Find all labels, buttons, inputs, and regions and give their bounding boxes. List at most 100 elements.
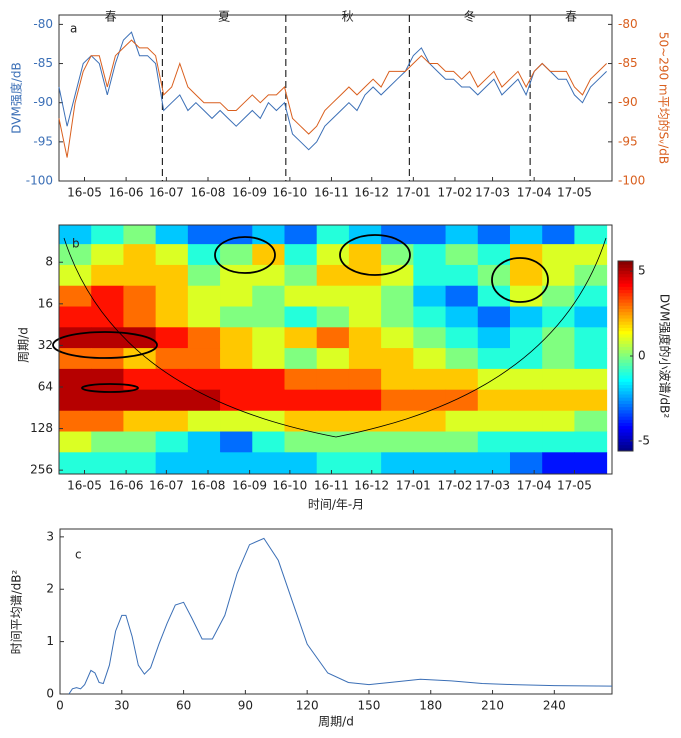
heat-cell [348,452,382,475]
panel-label: c [75,548,82,562]
y2-axis-label: 50~290 m平均的Sᵥ/dB [657,32,672,164]
heat-cell [574,452,608,475]
x-tick-label: 16-10 [272,479,307,493]
heat-cell [59,410,92,433]
y-tick-label: -100 [26,174,53,188]
heat-cell [155,410,189,433]
heat-cell [445,410,479,433]
colorbar-step [618,352,633,357]
heat-cell [59,348,92,370]
heat-cell [413,452,447,475]
heat-cell [187,368,221,391]
x-tick-label: 16-08 [191,186,226,200]
x-tick-label: 16-06 [109,186,144,200]
heat-cell [155,327,189,349]
data-line [68,537,613,695]
colorbar-step [618,333,633,338]
x-tick-label: 16-11 [314,479,349,493]
colorbar-tick-label: 0 [638,349,646,363]
heat-cell [284,431,318,453]
heat-cell [348,410,382,433]
colorbar-step [618,435,633,439]
heat-cell [123,327,157,349]
heat-cell [187,225,221,245]
colorbar-step [618,403,633,408]
heat-cell [252,244,285,266]
y-tick-label: 8 [45,255,53,269]
heat-cell [477,348,511,370]
heat-cell [252,368,285,391]
colorbar-step [618,324,633,328]
heat-cell [348,348,382,370]
x-tick-label: 16-07 [149,186,184,200]
heat-cell [316,327,350,349]
heat-cell [381,244,414,266]
heat-cell [413,285,447,308]
heat-cell [123,452,157,475]
x-tick-label: 16-12 [354,479,389,493]
colorbar-step [618,362,633,366]
heat-cell [252,306,285,328]
heat-cell [445,327,479,349]
heat-cell [381,327,414,349]
x-tick-label: 180 [419,699,442,713]
x-tick-label: 16-12 [354,186,389,200]
heat-cell [574,431,608,453]
data-line [58,39,607,158]
heat-cell [316,389,350,412]
heat-cell [123,264,157,287]
heat-cell [59,264,92,287]
heat-cell [252,431,285,453]
heat-cell [509,244,543,266]
heat-cell [316,244,350,266]
heat-cell [574,348,608,370]
cone-of-influence [63,237,607,438]
colorbar-step [618,321,633,325]
heat-cell [123,306,157,328]
x-tick-label: 150 [358,699,381,713]
y2-tick-label: -80 [618,17,638,31]
colorbar-step [618,295,633,300]
heat-cell [220,389,253,412]
y-tick-label: -85 [33,56,53,70]
y-axis-label: 时间平均谱/dB² [10,569,24,654]
heat-cell [542,225,575,245]
heat-cell [574,244,608,266]
heat-cell [445,225,479,245]
heat-cell [316,285,350,308]
heat-cell [445,244,479,266]
heat-cell [252,389,285,412]
heat-cell [187,389,221,412]
colorbar-step [618,267,633,271]
x-tick-label: 16-06 [109,479,144,493]
heat-cell [187,264,221,287]
colorbar-step [618,432,633,436]
heat-cell [477,368,511,391]
heat-cell [413,264,447,287]
heat-cell [542,368,575,391]
x-tick-label: 17-02 [438,186,473,200]
heat-cell [413,348,447,370]
heat-cell [542,348,575,370]
heat-cell [348,431,382,453]
colorbar-step [618,400,633,404]
x-tick-label: 240 [543,699,566,713]
y2-tick-label: -95 [618,134,638,148]
heat-cell [91,410,124,433]
colorbar-step [618,299,633,303]
heat-cell [348,368,382,391]
heat-cell [445,264,479,287]
heat-cell [187,431,221,453]
colorbar-step [618,311,633,316]
x-tick-label: 210 [481,699,504,713]
significance-contour [81,383,139,393]
heat-cell [187,348,221,370]
heat-cell [316,306,350,328]
colorbar-step [618,375,633,379]
colorbar-step [618,406,633,411]
heat-cell [284,264,318,287]
heat-cell [284,225,318,245]
heat-cell [187,452,221,475]
heat-cell [252,225,285,245]
x-tick-label: 17-01 [396,186,431,200]
